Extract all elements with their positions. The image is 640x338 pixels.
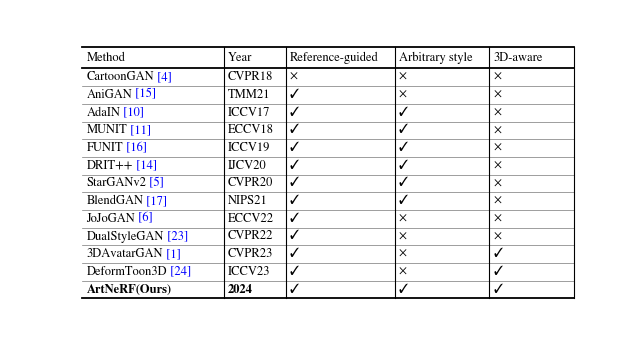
Text: ×: × bbox=[399, 231, 407, 242]
Text: [16]: [16] bbox=[123, 142, 147, 154]
Text: StarGANv2: StarGANv2 bbox=[86, 177, 147, 189]
Text: [1]: [1] bbox=[163, 248, 181, 260]
Text: ×: × bbox=[493, 107, 501, 119]
Text: ✓: ✓ bbox=[290, 284, 300, 295]
Text: MUNIT: MUNIT bbox=[86, 124, 127, 136]
Text: CVPR22: CVPR22 bbox=[228, 231, 273, 242]
Text: [17]: [17] bbox=[143, 195, 168, 207]
Text: Reference-guided: Reference-guided bbox=[290, 52, 378, 64]
Text: ICCV19: ICCV19 bbox=[228, 142, 270, 154]
Text: ✓: ✓ bbox=[399, 142, 408, 154]
Text: [15]: [15] bbox=[132, 89, 156, 101]
Text: ×: × bbox=[290, 71, 298, 83]
Text: CVPR18: CVPR18 bbox=[228, 71, 273, 83]
Text: DualStyleGAN: DualStyleGAN bbox=[86, 231, 164, 243]
Text: ×: × bbox=[493, 177, 501, 189]
Text: DRIT++: DRIT++ bbox=[86, 160, 133, 172]
Text: ✓: ✓ bbox=[399, 195, 408, 207]
Text: ×: × bbox=[493, 89, 501, 101]
Text: [14]: [14] bbox=[133, 160, 157, 172]
Text: TMM21: TMM21 bbox=[228, 89, 270, 101]
Text: ECCV22: ECCV22 bbox=[228, 213, 274, 225]
Text: ICCV17: ICCV17 bbox=[228, 107, 270, 119]
Text: ✓: ✓ bbox=[290, 160, 300, 172]
Text: ✓: ✓ bbox=[399, 107, 408, 119]
Text: 3DAvatarGAN: 3DAvatarGAN bbox=[86, 248, 163, 260]
Text: ✓: ✓ bbox=[290, 231, 300, 242]
Text: ICCV23: ICCV23 bbox=[228, 266, 270, 278]
Text: [24]: [24] bbox=[167, 266, 191, 278]
Text: ×: × bbox=[399, 266, 407, 278]
Text: NIPS21: NIPS21 bbox=[228, 195, 268, 207]
Text: ✓: ✓ bbox=[290, 213, 300, 225]
Text: Arbitrary style: Arbitrary style bbox=[399, 52, 472, 64]
Text: ✓: ✓ bbox=[493, 248, 502, 260]
Text: ×: × bbox=[493, 71, 501, 83]
Text: 2024: 2024 bbox=[228, 284, 253, 296]
Text: ✓: ✓ bbox=[290, 142, 300, 154]
Text: DeformToon3D: DeformToon3D bbox=[86, 266, 167, 278]
Text: ✓: ✓ bbox=[290, 124, 300, 136]
Text: IJCV20: IJCV20 bbox=[228, 160, 266, 172]
Text: ✓: ✓ bbox=[290, 266, 300, 278]
Text: [10]: [10] bbox=[120, 107, 145, 119]
Text: [4]: [4] bbox=[154, 71, 172, 83]
Text: ×: × bbox=[493, 195, 501, 207]
Text: FUNIT: FUNIT bbox=[86, 142, 123, 154]
Text: Year: Year bbox=[228, 52, 252, 64]
Text: AdaIN: AdaIN bbox=[86, 107, 120, 119]
Text: ×: × bbox=[493, 160, 501, 172]
Text: ✓: ✓ bbox=[290, 177, 300, 189]
Text: BlendGAN: BlendGAN bbox=[86, 195, 143, 207]
Text: ×: × bbox=[399, 213, 407, 225]
Text: 3D-aware: 3D-aware bbox=[493, 52, 543, 64]
Text: ✓: ✓ bbox=[290, 89, 300, 101]
Text: [6]: [6] bbox=[135, 213, 153, 225]
Text: JoJoGAN: JoJoGAN bbox=[86, 213, 135, 225]
Text: ArtNeRF(Ours): ArtNeRF(Ours) bbox=[86, 284, 172, 296]
Text: ✓: ✓ bbox=[290, 248, 300, 260]
Text: ×: × bbox=[399, 89, 407, 101]
Text: ×: × bbox=[399, 248, 407, 260]
Text: ×: × bbox=[493, 213, 501, 225]
Text: CartoonGAN: CartoonGAN bbox=[86, 71, 154, 83]
Text: ✓: ✓ bbox=[399, 284, 408, 295]
Text: ×: × bbox=[493, 124, 501, 136]
Text: ×: × bbox=[399, 71, 407, 83]
Text: ✓: ✓ bbox=[399, 124, 408, 136]
Text: ✓: ✓ bbox=[399, 177, 408, 189]
Text: [23]: [23] bbox=[164, 231, 188, 242]
Text: ✓: ✓ bbox=[399, 160, 408, 172]
Text: ×: × bbox=[493, 231, 501, 242]
Text: [11]: [11] bbox=[127, 124, 151, 136]
Text: Method: Method bbox=[86, 52, 125, 64]
Text: ×: × bbox=[493, 142, 501, 154]
Text: CVPR20: CVPR20 bbox=[228, 177, 273, 189]
Text: ✓: ✓ bbox=[290, 195, 300, 207]
Text: ECCV18: ECCV18 bbox=[228, 124, 274, 136]
Text: [5]: [5] bbox=[147, 177, 164, 189]
Text: ✓: ✓ bbox=[290, 107, 300, 119]
Text: ✓: ✓ bbox=[493, 284, 502, 295]
Text: ✓: ✓ bbox=[493, 266, 502, 278]
Text: CVPR23: CVPR23 bbox=[228, 248, 273, 260]
Text: AniGAN: AniGAN bbox=[86, 89, 132, 101]
